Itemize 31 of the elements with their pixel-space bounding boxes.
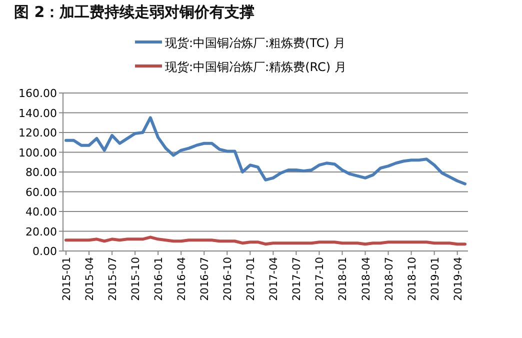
y-tick-label: 160.00 xyxy=(18,87,57,100)
y-tick-label: 60.00 xyxy=(26,186,57,199)
x-tick-label: 2017-10 xyxy=(314,257,326,301)
y-tick-label: 20.00 xyxy=(26,225,57,238)
x-tick-label: 2018-04 xyxy=(360,256,372,301)
legend-label: 现货:中国铜冶炼厂:粗炼费(TC) 月 xyxy=(165,36,346,50)
x-tick-label: 2017-04 xyxy=(268,256,280,301)
x-tick-label: 2019-04 xyxy=(452,256,464,301)
y-tick-label: 140.00 xyxy=(18,106,57,120)
x-tick-label: 2017-07 xyxy=(291,257,304,301)
legend-label: 现货:中国铜冶炼厂:精炼费(RC) 月 xyxy=(165,60,346,74)
x-tick-label: 2015-04 xyxy=(84,256,96,301)
y-tick-label: 0.00 xyxy=(32,245,57,258)
line-series xyxy=(64,236,466,246)
x-tick-label: 2015-07 xyxy=(107,257,120,301)
x-tick-label: 2018-01 xyxy=(337,257,350,301)
x-tick-label: 2016-04 xyxy=(176,256,188,301)
y-tick-label: 40.00 xyxy=(26,206,57,218)
y-tick-label: 80.00 xyxy=(26,166,57,179)
x-tick-label: 2016-10 xyxy=(222,257,234,301)
x-tick-label: 2015-10 xyxy=(130,257,142,301)
y-tick-label: 120.00 xyxy=(18,126,57,140)
x-tick-label: 2018-10 xyxy=(406,257,418,301)
x-tick-label: 2016-07 xyxy=(199,257,212,301)
x-tick-label: 2015-01 xyxy=(61,257,73,301)
x-tick-label: 2017-01 xyxy=(245,257,258,301)
x-tick-label: 2019-01 xyxy=(429,257,442,301)
x-tick-label: 2016-01 xyxy=(153,257,166,301)
chart-title: 图 2：加工费持续走弱对铜价有支撑 xyxy=(14,3,255,21)
y-tick-label: 100.00 xyxy=(18,146,57,160)
x-tick-label: 2018-07 xyxy=(383,257,396,301)
